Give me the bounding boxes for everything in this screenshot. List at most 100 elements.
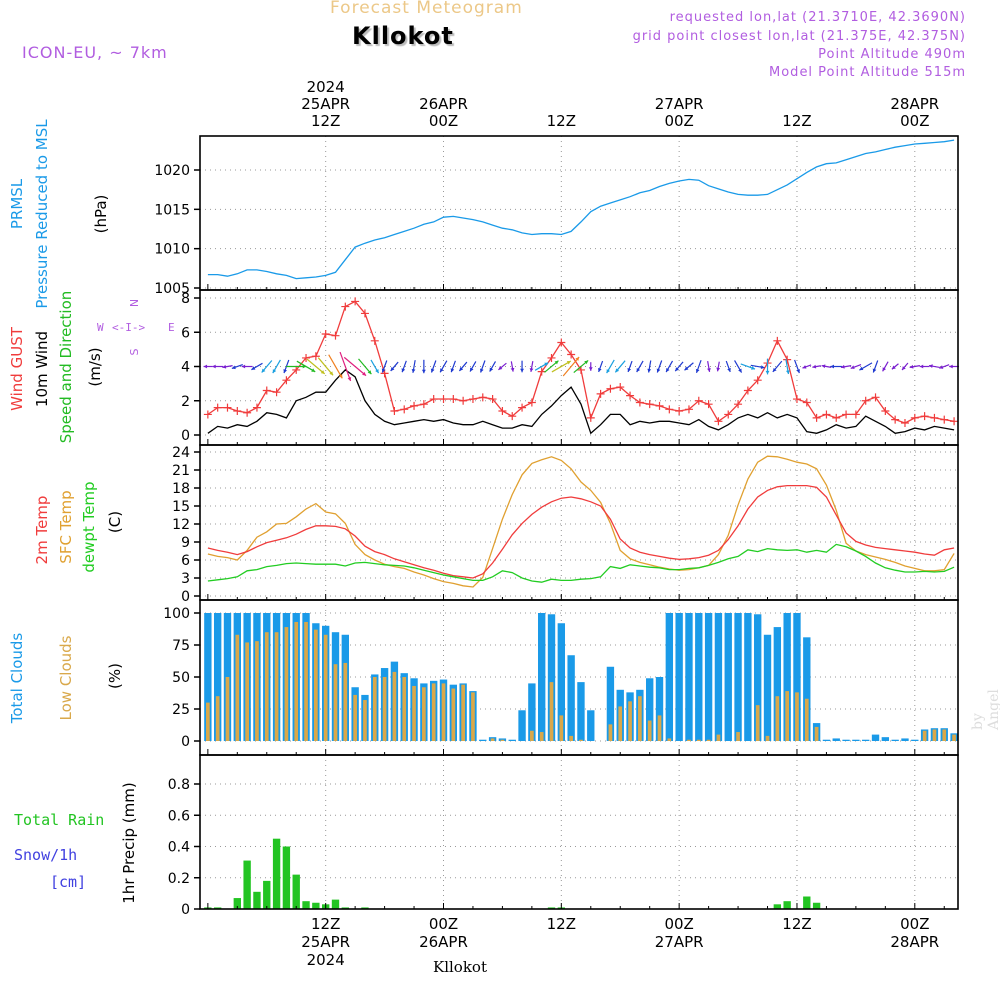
wind-direction-arrowhead bbox=[695, 368, 700, 373]
gust-marker bbox=[537, 367, 546, 376]
gust-marker bbox=[626, 391, 635, 400]
low-cloud-bar bbox=[922, 730, 927, 741]
pressure-ytick-label: 1020 bbox=[154, 163, 190, 179]
wind-direction-arrowhead bbox=[821, 364, 826, 369]
low-clouds-label: Low Clouds bbox=[57, 635, 75, 720]
wind-direction-arrowhead bbox=[584, 360, 589, 365]
temperature-ytick-label: 0 bbox=[181, 589, 190, 605]
wind-direction-arrow bbox=[551, 360, 572, 373]
low-cloud-bar bbox=[284, 627, 289, 741]
wind-direction-arrowhead bbox=[738, 368, 742, 373]
wind-direction-arrowhead bbox=[510, 367, 515, 372]
pressure-frame bbox=[199, 135, 959, 291]
wind-direction-arrowhead bbox=[727, 367, 731, 372]
sfc-temp-line bbox=[207, 455, 955, 588]
low-cloud-bar bbox=[461, 684, 465, 741]
wind-direction-arrowhead bbox=[796, 369, 800, 374]
gust-marker bbox=[822, 410, 831, 419]
gust-marker bbox=[861, 396, 870, 405]
wind-direction-arrowhead bbox=[381, 368, 386, 373]
wind-direction-arrowhead bbox=[489, 367, 494, 372]
gust-marker bbox=[380, 369, 389, 378]
gust-marker bbox=[252, 403, 261, 412]
wind-direction-arrowhead bbox=[636, 368, 641, 373]
gust-marker bbox=[331, 331, 340, 340]
wind-direction-arrowhead bbox=[765, 370, 770, 375]
wind-direction-arrowhead bbox=[529, 368, 534, 372]
gust-marker bbox=[635, 398, 644, 407]
total-cloud-bar bbox=[518, 710, 526, 741]
low-cloud-bar bbox=[392, 671, 397, 741]
total-cloud-bar bbox=[773, 627, 782, 741]
total-cloud-bar bbox=[803, 637, 811, 741]
gust-marker bbox=[675, 407, 684, 416]
low-cloud-bar bbox=[569, 735, 573, 741]
wind-direction-arrowhead bbox=[222, 364, 227, 369]
pressure-line bbox=[207, 139, 955, 280]
t2m-line bbox=[207, 484, 955, 579]
wind-direction-arrowhead bbox=[929, 364, 933, 369]
requested-coords: requested lon,lat (21.3710E, 42.3690N) bbox=[669, 10, 966, 25]
gust-marker bbox=[832, 413, 841, 422]
wind-direction-arrowhead bbox=[283, 369, 288, 374]
location-name: Kllokot bbox=[352, 22, 454, 50]
wind-direction-arrowhead bbox=[627, 367, 632, 372]
total-cloud-bar bbox=[606, 666, 615, 741]
wind-direction-arrowhead bbox=[272, 369, 277, 374]
low-cloud-bar bbox=[932, 729, 937, 741]
top-time-label: 12Z bbox=[311, 112, 340, 130]
gust-marker bbox=[812, 413, 821, 422]
gust-marker bbox=[557, 338, 566, 347]
precip-ytick-label: 0 bbox=[181, 902, 190, 918]
low-cloud-bar bbox=[647, 720, 652, 741]
clouds-ytick-label: 75 bbox=[172, 638, 190, 654]
gust-marker bbox=[321, 329, 330, 338]
total-cloud-bar bbox=[577, 682, 585, 741]
total-cloud-bar bbox=[832, 738, 840, 741]
gust-marker bbox=[714, 417, 723, 426]
wind-direction-arrowhead bbox=[575, 357, 580, 361]
low-cloud-bar bbox=[441, 683, 446, 741]
gust-marker bbox=[351, 297, 360, 306]
wind-direction-arrowhead bbox=[606, 369, 611, 374]
low-cloud-bar bbox=[952, 734, 956, 741]
wind-direction-arrow bbox=[562, 356, 580, 377]
top-time-label: 25APR bbox=[301, 95, 350, 113]
low-cloud-bar bbox=[579, 739, 583, 741]
precip-frame bbox=[199, 754, 959, 910]
total-cloud-bar bbox=[822, 739, 831, 741]
wind-direction-arrowhead bbox=[656, 368, 661, 373]
wind-direction-arrowhead bbox=[772, 367, 777, 372]
gust-marker bbox=[783, 355, 792, 364]
total-cloud-bar bbox=[852, 739, 860, 741]
gust-marker bbox=[508, 412, 517, 421]
low-cloud-bar bbox=[736, 732, 740, 741]
gust-marker bbox=[223, 403, 232, 412]
gust-marker bbox=[871, 393, 880, 402]
wind-direction-arrowhead bbox=[390, 367, 395, 371]
gust-marker bbox=[743, 386, 752, 395]
total-cloud-bar bbox=[665, 613, 674, 741]
precip-unit: 1hr Precip (mm) bbox=[120, 782, 138, 903]
rain-bar bbox=[282, 846, 291, 909]
wind-direction-arrowhead bbox=[241, 364, 246, 369]
snow-label: Snow/1h bbox=[14, 846, 77, 864]
wind-direction-arrow bbox=[343, 356, 367, 377]
gust-marker bbox=[606, 384, 615, 393]
gust-marker bbox=[655, 401, 664, 410]
total-cloud-bar bbox=[891, 739, 899, 741]
wind-ytick-label: 4 bbox=[181, 360, 190, 376]
gust-marker bbox=[802, 398, 811, 407]
wind-direction-arrowhead bbox=[751, 366, 756, 370]
gust-marker bbox=[940, 415, 949, 424]
gust-marker bbox=[704, 400, 713, 409]
wind-direction-arrow bbox=[306, 358, 326, 375]
total-cloud-bar bbox=[557, 623, 566, 741]
gust-marker bbox=[262, 386, 271, 395]
temperature-ytick-label: 12 bbox=[172, 517, 190, 533]
gust-marker bbox=[488, 395, 497, 404]
low-cloud-bar bbox=[314, 629, 318, 741]
wind-speed-line bbox=[207, 369, 955, 435]
rain-bar bbox=[783, 901, 791, 909]
gust-marker bbox=[527, 398, 536, 407]
